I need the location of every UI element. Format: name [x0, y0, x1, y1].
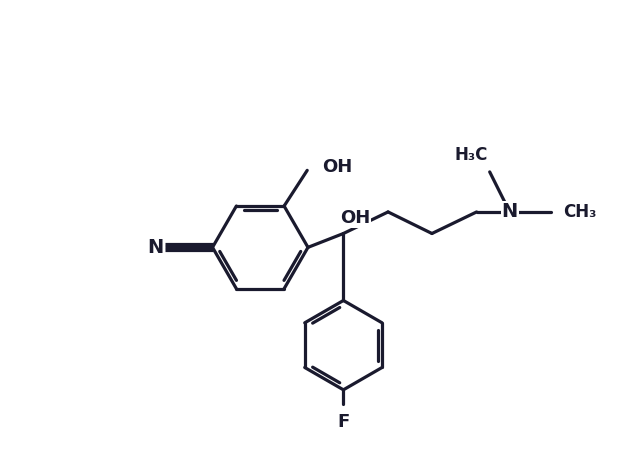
- Text: OH: OH: [323, 158, 353, 176]
- Text: OH: OH: [340, 209, 371, 227]
- Text: N: N: [502, 203, 518, 221]
- Text: CH₃: CH₃: [564, 203, 597, 221]
- Text: N: N: [147, 238, 163, 257]
- Text: H₃C: H₃C: [455, 146, 488, 164]
- Text: F: F: [337, 413, 349, 431]
